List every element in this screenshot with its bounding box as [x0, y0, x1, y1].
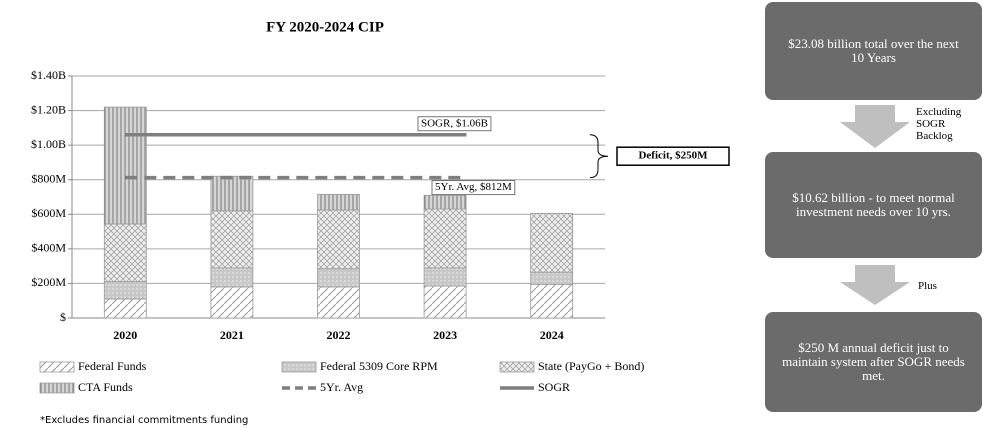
x-tick-label: 2022: [327, 328, 351, 342]
y-tick-label: $1.40B: [31, 68, 66, 82]
legend-swatch: [39, 361, 75, 373]
label-box: [417, 116, 492, 132]
flow-arrows: [840, 105, 910, 305]
bar-segment: [103, 281, 147, 300]
bar-segment: [423, 285, 467, 319]
y-tick-label: $200M: [31, 275, 66, 289]
legend-label: 5Yr. Avg: [320, 380, 363, 394]
chart-title: FY 2020-2024 CIP: [266, 19, 384, 35]
bar-segment: [210, 267, 254, 288]
y-tick-label: $800M: [31, 171, 66, 185]
bar-segment: [423, 194, 467, 210]
chart: FY 2020-2024 CIP *Excludes financial com…: [31, 19, 730, 426]
y-tick-label: $400M: [31, 241, 66, 255]
x-tick-label: 2021: [220, 328, 244, 342]
bar-segment: [530, 213, 574, 273]
bar-segment: [103, 106, 147, 225]
legend-label: Federal Funds: [78, 359, 147, 373]
y-tick-label: $1.20B: [31, 102, 66, 116]
bar-segment: [210, 210, 254, 269]
flow-box: $10.62 billion - to meet normal investme…: [765, 152, 982, 258]
bar-segment: [210, 175, 254, 212]
legend-swatch: [39, 382, 75, 394]
brace: [589, 134, 609, 179]
y-tick-label: $600M: [31, 206, 66, 220]
annotation-box: [616, 146, 730, 166]
bar-segment: [530, 271, 574, 285]
legend-label: State (PayGo + Bond): [538, 359, 644, 373]
y-tick-label: $: [60, 310, 66, 324]
arrow-label: Excluding SOGR Backlog: [916, 106, 962, 142]
bar-segment: [103, 298, 147, 319]
arrow: [840, 265, 910, 305]
legend-label: Federal 5309 Core RPM: [320, 359, 438, 373]
arrow: [840, 105, 910, 148]
bar-segment: [317, 209, 360, 270]
x-tick-label: 2020: [113, 328, 137, 342]
reference-label: 5Yr. Avg, $812M: [435, 181, 512, 193]
flow-box: $250 M annual deficit just to maintain s…: [765, 312, 982, 412]
legend-swatch: [281, 361, 317, 373]
x-tick-label: 2024: [540, 328, 564, 342]
bar-segment: [423, 267, 467, 287]
legend-swatch: [499, 361, 535, 373]
bar-segment: [103, 223, 147, 283]
bar-segment: [210, 286, 254, 319]
bar-segment: [530, 283, 574, 319]
x-tick-label: 2023: [433, 328, 457, 342]
legend-label: CTA Funds: [78, 380, 133, 394]
annotation: Deficit, $250M: [638, 150, 708, 162]
footnote: *Excludes financial commitments funding: [40, 415, 248, 426]
legend-label: SOGR: [538, 380, 570, 394]
bar-segment: [317, 268, 360, 288]
reference-label: SOGR, $1.06B: [421, 117, 488, 129]
bar-segment: [317, 286, 360, 319]
flow-box: $23.08 billion total over the next 10 Ye…: [765, 2, 982, 100]
bar-segment: [317, 194, 360, 211]
arrow-label: Plus: [918, 280, 937, 292]
label-box: [431, 180, 516, 196]
y-tick-label: $1.00B: [31, 137, 66, 151]
bar-segment: [423, 208, 467, 269]
